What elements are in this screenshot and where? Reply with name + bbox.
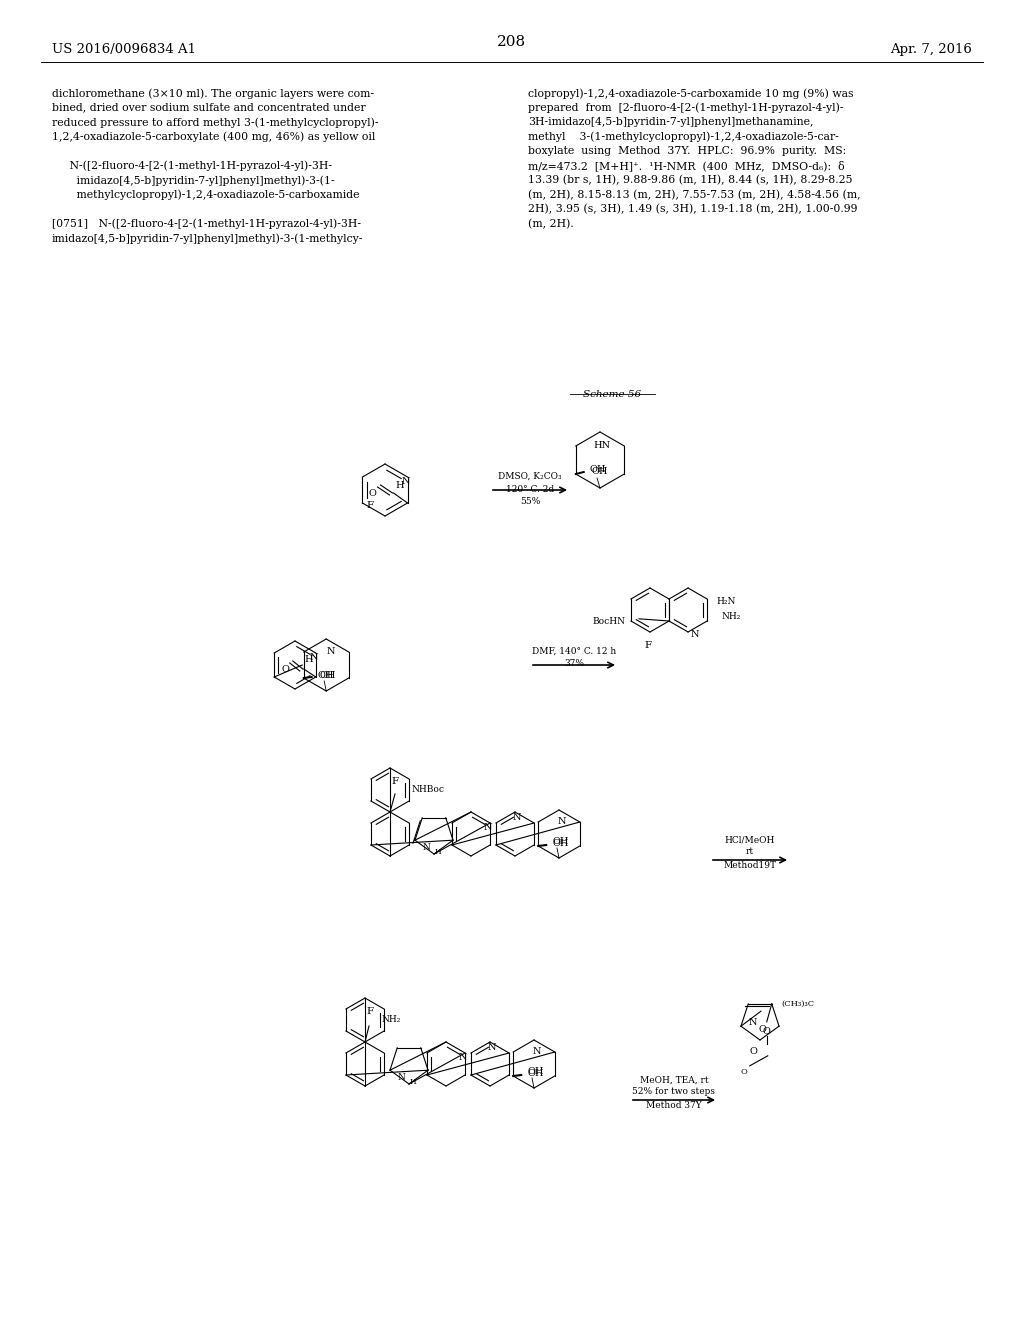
Text: HCl/MeOH: HCl/MeOH bbox=[725, 836, 775, 845]
Text: OH: OH bbox=[552, 840, 568, 849]
Text: H: H bbox=[304, 656, 313, 664]
Text: N: N bbox=[401, 477, 410, 486]
Text: (m, 2H).: (m, 2H). bbox=[528, 219, 573, 228]
Text: prepared  from  [2-fluoro-4-[2-(1-methyl-1H-pyrazol-4-yl)-: prepared from [2-fluoro-4-[2-(1-methyl-1… bbox=[528, 103, 844, 114]
Text: OH: OH bbox=[527, 1068, 544, 1077]
Text: 2H), 3.95 (s, 3H), 1.49 (s, 3H), 1.19-1.18 (m, 2H), 1.00-0.99: 2H), 3.95 (s, 3H), 1.49 (s, 3H), 1.19-1.… bbox=[528, 205, 857, 214]
Text: Method19T: Method19T bbox=[724, 861, 776, 870]
Text: F: F bbox=[392, 776, 399, 785]
Text: H: H bbox=[434, 847, 441, 855]
Text: H: H bbox=[395, 480, 403, 490]
Text: [0751]   N-([2-fluoro-4-[2-(1-methyl-1H-pyrazol-4-yl)-3H-: [0751] N-([2-fluoro-4-[2-(1-methyl-1H-py… bbox=[52, 219, 361, 230]
Text: O: O bbox=[740, 1068, 748, 1076]
Text: N: N bbox=[327, 648, 335, 656]
Text: O: O bbox=[369, 490, 377, 499]
Text: NHBoc: NHBoc bbox=[412, 785, 445, 795]
Text: methylcyclopropyl)-1,2,4-oxadiazole-5-carboxamide: methylcyclopropyl)-1,2,4-oxadiazole-5-ca… bbox=[52, 190, 359, 201]
Text: 52% for two steps: 52% for two steps bbox=[633, 1088, 716, 1097]
Text: DMF, 140° C. 12 h: DMF, 140° C. 12 h bbox=[531, 647, 616, 656]
Text: reduced pressure to afford methyl 3-(1-methylcyclopropyl)-: reduced pressure to afford methyl 3-(1-m… bbox=[52, 117, 379, 128]
Text: 37%: 37% bbox=[564, 660, 584, 668]
Text: methyl    3-(1-methylcyclopropyl)-1,2,4-oxadiazole-5-car-: methyl 3-(1-methylcyclopropyl)-1,2,4-oxa… bbox=[528, 132, 839, 143]
Text: HN: HN bbox=[593, 441, 610, 450]
Text: m/z=473.2  [M+H]⁺.  ¹H-NMR  (400  MHz,  DMSO-d₆):  δ: m/z=473.2 [M+H]⁺. ¹H-NMR (400 MHz, DMSO-… bbox=[528, 161, 845, 172]
Text: BocHN: BocHN bbox=[593, 616, 626, 626]
Text: O: O bbox=[282, 664, 290, 673]
Text: clopropyl)-1,2,4-oxadiazole-5-carboxamide 10 mg (9%) was: clopropyl)-1,2,4-oxadiazole-5-carboxamid… bbox=[528, 88, 853, 99]
Text: NH₂: NH₂ bbox=[721, 612, 740, 622]
Text: Scheme 56: Scheme 56 bbox=[583, 389, 641, 399]
Text: O: O bbox=[750, 1047, 758, 1056]
Text: imidazo[4,5-b]pyridin-7-yl]phenyl]methyl)-3-(1-methylcy-: imidazo[4,5-b]pyridin-7-yl]phenyl]methyl… bbox=[52, 234, 364, 244]
Text: O: O bbox=[763, 1027, 771, 1036]
Text: OH: OH bbox=[592, 467, 608, 477]
Text: N: N bbox=[749, 1018, 757, 1027]
Text: H: H bbox=[410, 1078, 417, 1086]
Text: boxylate  using  Method  37Y.  HPLC:  96.9%  purity.  MS:: boxylate using Method 37Y. HPLC: 96.9% p… bbox=[528, 147, 846, 156]
Text: 1,2,4-oxadiazole-5-carboxylate (400 mg, 46%) as yellow oil: 1,2,4-oxadiazole-5-carboxylate (400 mg, … bbox=[52, 132, 376, 143]
Text: N: N bbox=[557, 817, 566, 826]
Text: (m, 2H), 8.15-8.13 (m, 2H), 7.55-7.53 (m, 2H), 4.58-4.56 (m,: (m, 2H), 8.15-8.13 (m, 2H), 7.55-7.53 (m… bbox=[528, 190, 860, 199]
Text: N: N bbox=[487, 1043, 497, 1052]
Text: N: N bbox=[532, 1048, 541, 1056]
Text: rt: rt bbox=[745, 847, 754, 857]
Text: N: N bbox=[513, 813, 521, 821]
Text: O: O bbox=[758, 1026, 766, 1035]
Text: 120° C. 2d: 120° C. 2d bbox=[506, 486, 554, 495]
Text: OH: OH bbox=[527, 1069, 544, 1078]
Text: N: N bbox=[422, 843, 430, 853]
Text: (CH₃)₃C: (CH₃)₃C bbox=[781, 1001, 814, 1008]
Text: dichloromethane (3×10 ml). The organic layers were com-: dichloromethane (3×10 ml). The organic l… bbox=[52, 88, 374, 99]
Text: Method 37Y: Method 37Y bbox=[646, 1101, 701, 1110]
Text: 208: 208 bbox=[498, 36, 526, 49]
Text: N: N bbox=[459, 1053, 467, 1063]
Text: N: N bbox=[397, 1073, 404, 1082]
Text: NH₂: NH₂ bbox=[381, 1015, 400, 1024]
Text: Apr. 7, 2016: Apr. 7, 2016 bbox=[890, 44, 972, 57]
Text: OH: OH bbox=[590, 466, 606, 474]
Text: 13.39 (br s, 1H), 9.88-9.86 (m, 1H), 8.44 (s, 1H), 8.29-8.25: 13.39 (br s, 1H), 9.88-9.86 (m, 1H), 8.4… bbox=[528, 176, 853, 185]
Text: F: F bbox=[644, 640, 651, 649]
Text: imidazo[4,5-b]pyridin-7-yl]phenyl]methyl)-3-(1-: imidazo[4,5-b]pyridin-7-yl]phenyl]methyl… bbox=[52, 176, 335, 186]
Text: F: F bbox=[367, 1006, 374, 1015]
Text: H₂N: H₂N bbox=[717, 597, 736, 606]
Text: OH: OH bbox=[319, 671, 337, 680]
Text: 55%: 55% bbox=[520, 498, 541, 507]
Text: DMSO, K₂CO₃: DMSO, K₂CO₃ bbox=[499, 471, 562, 480]
Text: N-([2-fluoro-4-[2-(1-methyl-1H-pyrazol-4-yl)-3H-: N-([2-fluoro-4-[2-(1-methyl-1H-pyrazol-4… bbox=[52, 161, 332, 172]
Text: N: N bbox=[483, 824, 493, 833]
Text: MeOH, TEA, rt: MeOH, TEA, rt bbox=[640, 1076, 709, 1085]
Text: bined, dried over sodium sulfate and concentrated under: bined, dried over sodium sulfate and con… bbox=[52, 103, 366, 112]
Text: N: N bbox=[690, 630, 699, 639]
Text: US 2016/0096834 A1: US 2016/0096834 A1 bbox=[52, 44, 196, 57]
Text: OH: OH bbox=[317, 672, 334, 681]
Text: 3H-imidazo[4,5-b]pyridin-7-yl]phenyl]methanamine,: 3H-imidazo[4,5-b]pyridin-7-yl]phenyl]met… bbox=[528, 117, 813, 127]
Text: F: F bbox=[367, 500, 374, 510]
Text: OH: OH bbox=[553, 837, 569, 846]
Text: N: N bbox=[309, 652, 318, 661]
